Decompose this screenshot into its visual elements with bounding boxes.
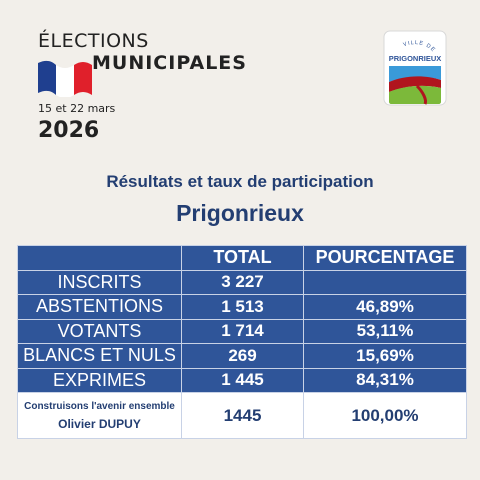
row-total: 1 445 <box>181 367 304 393</box>
header-percentage: POURCENTAGE <box>303 245 467 271</box>
svg-text:PRIGONRIEUX: PRIGONRIEUX <box>389 54 442 63</box>
municipales-heading: MUNICIPALES <box>92 52 247 74</box>
table-row: BLANCS ET NULS 269 15,69% <box>17 343 467 369</box>
row-label: BLANCS ET NULS <box>17 343 182 369</box>
row-percentage: 46,89% <box>303 294 467 320</box>
town-logo: VILLE DE PRIGONRIEUX <box>383 30 447 106</box>
row-percentage: 15,69% <box>303 343 467 369</box>
header-blank-cell <box>17 245 182 271</box>
candidate-percentage: 100,00% <box>303 392 467 439</box>
row-percentage: 53,11% <box>303 318 467 344</box>
row-percentage: 84,31% <box>303 367 467 393</box>
header-total: TOTAL <box>181 245 304 271</box>
row-label: ABSTENTIONS <box>17 294 182 320</box>
candidate-total: 1445 <box>181 392 304 439</box>
table-row: INSCRITS 3 227 <box>17 269 467 295</box>
row-percentage <box>303 269 467 295</box>
row-label: VOTANTS <box>17 318 182 344</box>
french-flag-icon <box>38 60 92 97</box>
row-total: 1 513 <box>181 294 304 320</box>
table-row: EXPRIMES 1 445 84,31% <box>17 367 467 393</box>
election-dates: 15 et 22 mars <box>38 102 116 115</box>
candidate-row: Construisons l'avenir ensemble Olivier D… <box>17 392 467 439</box>
row-total: 3 227 <box>181 269 304 295</box>
table-row: ABSTENTIONS 1 513 46,89% <box>17 294 467 320</box>
election-header: ÉLECTIONS MUNICIPALES 15 et 22 mars 2026… <box>0 0 480 160</box>
candidate-list-cell: Construisons l'avenir ensemble Olivier D… <box>17 392 182 439</box>
results-table: TOTAL POURCENTAGE INSCRITS 3 227 ABSTENT… <box>17 245 467 439</box>
row-label: INSCRITS <box>17 269 182 295</box>
table-row: VOTANTS 1 714 53,11% <box>17 318 467 344</box>
commune-name: Prigonrieux <box>176 200 304 226</box>
table-header-row: TOTAL POURCENTAGE <box>17 245 467 271</box>
election-year: 2026 <box>38 118 100 143</box>
elections-heading: ÉLECTIONS <box>38 30 149 52</box>
candidate-head-name: Olivier DUPUY <box>58 416 141 431</box>
candidate-list-name: Construisons l'avenir ensemble <box>24 400 175 412</box>
row-label: EXPRIMES <box>17 367 182 393</box>
row-total: 1 714 <box>181 318 304 344</box>
results-subtitle: Résultats et taux de participation <box>106 172 374 191</box>
row-total: 269 <box>181 343 304 369</box>
